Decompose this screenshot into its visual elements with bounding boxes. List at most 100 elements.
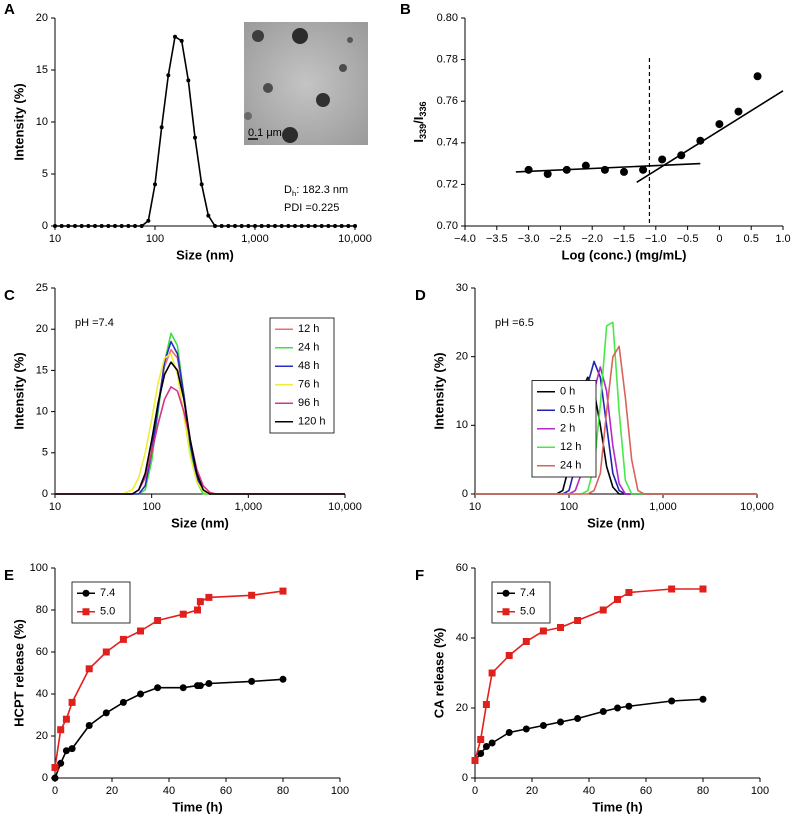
point xyxy=(668,585,676,593)
point xyxy=(51,764,59,771)
series-line xyxy=(475,366,757,495)
point xyxy=(226,224,231,228)
point xyxy=(600,165,609,174)
y-tick-label: 40 xyxy=(36,688,48,700)
x-axis-label: Size (nm) xyxy=(587,515,645,530)
point xyxy=(574,715,582,722)
point xyxy=(159,125,164,130)
point xyxy=(625,589,633,596)
point xyxy=(194,606,201,614)
y-tick-label: 10 xyxy=(36,406,48,418)
point xyxy=(233,224,238,228)
point xyxy=(246,224,251,228)
point xyxy=(93,224,98,228)
point xyxy=(205,593,213,601)
point xyxy=(253,224,257,228)
y-tick-label: 0 xyxy=(42,488,48,500)
point xyxy=(581,161,590,170)
point xyxy=(53,224,57,228)
point xyxy=(539,722,547,729)
x-tick-label: 0 xyxy=(472,785,478,797)
x-axis-label: Size (nm) xyxy=(176,247,234,262)
legend-label: 12 h xyxy=(298,323,319,335)
x-tick-label: 20 xyxy=(526,785,538,797)
x-tick-label: 10,000 xyxy=(338,233,372,245)
point xyxy=(539,627,547,635)
x-tick-label: 80 xyxy=(277,785,289,797)
point xyxy=(68,698,76,706)
point xyxy=(57,759,65,767)
panel-label: E xyxy=(4,567,14,584)
annotation: pH =6.5 xyxy=(495,317,534,329)
point xyxy=(668,697,676,705)
point xyxy=(326,224,331,228)
point xyxy=(139,224,144,228)
point xyxy=(562,165,571,174)
y-tick-label: 100 xyxy=(30,562,48,574)
point xyxy=(85,665,93,673)
point xyxy=(146,218,151,223)
y-tick-label: 25 xyxy=(36,282,48,294)
point xyxy=(59,224,64,228)
point xyxy=(196,598,204,606)
point xyxy=(599,708,607,715)
point xyxy=(154,617,162,624)
x-tick-label: 0 xyxy=(716,233,722,245)
x-axis-label: Time (h) xyxy=(172,799,222,814)
x-tick-label: 60 xyxy=(640,785,652,797)
legend-label: 0 h xyxy=(560,386,575,398)
x-tick-label: 100 xyxy=(751,785,769,797)
x-tick-label: −3.0 xyxy=(518,233,540,245)
point xyxy=(259,224,264,228)
legend-box xyxy=(269,317,335,434)
x-tick-label: 0.5 xyxy=(744,233,759,245)
point xyxy=(599,606,607,614)
point xyxy=(212,224,217,228)
x-tick-label: 40 xyxy=(163,785,175,797)
y-tick-label: 10 xyxy=(456,419,468,431)
x-tick-label: −2.0 xyxy=(581,233,603,245)
point xyxy=(293,224,298,228)
point xyxy=(734,107,743,116)
point xyxy=(85,722,93,729)
series-line xyxy=(55,353,345,495)
point xyxy=(339,224,344,228)
point xyxy=(99,224,104,228)
x-tick-label: −4.0 xyxy=(454,233,476,245)
point xyxy=(62,715,70,723)
legend-label: 96 h xyxy=(298,397,319,409)
series-line xyxy=(475,345,757,495)
y-tick-label: 10 xyxy=(36,116,48,128)
x-tick-label: 0 xyxy=(52,785,58,797)
point xyxy=(482,743,490,750)
point xyxy=(57,726,65,734)
point xyxy=(524,165,533,174)
point xyxy=(66,224,71,228)
y-axis-label: Intensity (%) xyxy=(11,352,26,429)
y-axis-label-part: 336 xyxy=(418,101,428,116)
dh-annotation-part: : 182.3 nm xyxy=(296,184,348,196)
point xyxy=(193,135,198,140)
inset-scale-label: 0.1 μm xyxy=(248,127,282,139)
point xyxy=(153,182,157,187)
point xyxy=(73,224,78,228)
x-tick-label: 100 xyxy=(142,501,160,513)
panel-label: B xyxy=(400,1,411,18)
y-tick-label: 20 xyxy=(36,12,48,24)
y-tick-label: 20 xyxy=(36,323,48,335)
point xyxy=(196,682,204,690)
point xyxy=(620,167,628,176)
legend-label: 24 h xyxy=(298,342,319,354)
x-axis-label: Time (h) xyxy=(592,799,642,814)
y-tick-label: 0 xyxy=(462,488,468,500)
y-tick-label: 0.70 xyxy=(437,220,458,232)
point xyxy=(699,585,707,593)
x-tick-label: 100 xyxy=(331,785,349,797)
point xyxy=(557,624,564,631)
series-line xyxy=(475,376,757,495)
point xyxy=(574,617,582,624)
y-tick-label: 60 xyxy=(36,646,48,658)
point xyxy=(333,224,338,228)
y-tick-label: 20 xyxy=(36,730,48,742)
